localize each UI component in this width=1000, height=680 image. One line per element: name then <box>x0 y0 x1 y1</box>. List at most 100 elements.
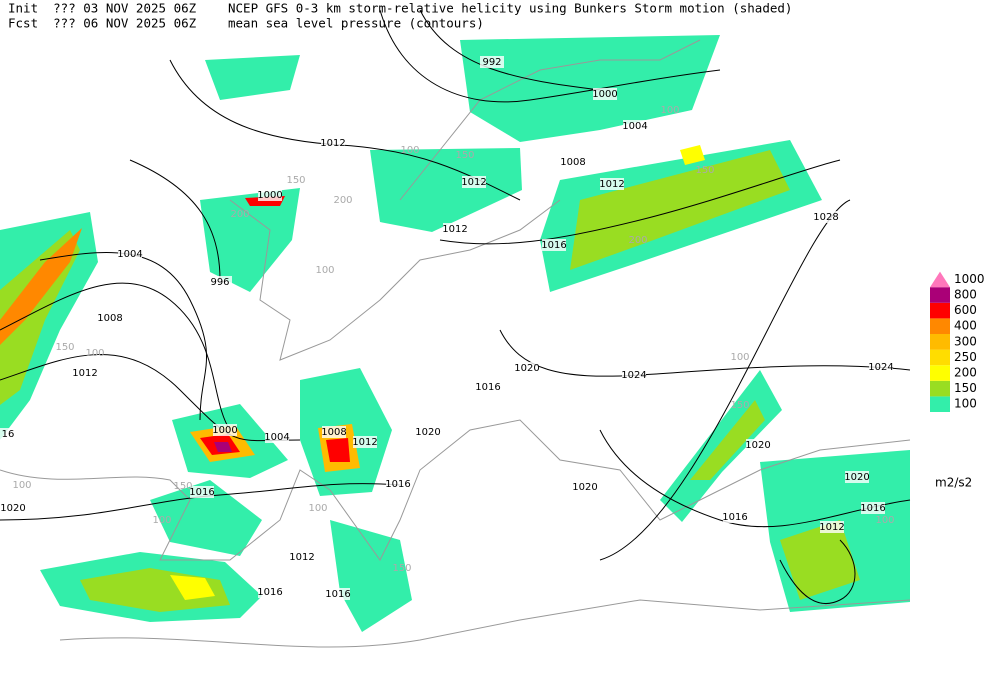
isobar-label: 1024 <box>621 370 646 381</box>
isobar-label: 1000 <box>212 425 237 436</box>
shading-label: 100 <box>400 145 419 156</box>
isobar-label: 1016 <box>189 487 214 498</box>
init-time: Init ??? 03 NOV 2025 06Z <box>8 1 197 16</box>
isobar-label: 1020 <box>844 472 869 483</box>
label-backdrop <box>321 137 345 149</box>
label-backdrop <box>98 312 122 324</box>
subtitle: mean sea level pressure (contours) <box>228 16 484 31</box>
label-backdrop <box>861 502 885 514</box>
shading <box>0 35 910 632</box>
shading-label: 200 <box>333 195 352 206</box>
label-backdrop <box>561 156 585 168</box>
label-backdrop <box>118 248 142 260</box>
label-backdrop <box>573 481 597 493</box>
label-backdrop <box>386 478 410 490</box>
shading-label: 100 <box>12 480 31 491</box>
isobar-label: 1016 <box>325 589 350 600</box>
label-backdrop <box>208 276 232 288</box>
shading-label: 100 <box>308 503 327 514</box>
shading-label: 100 <box>875 515 894 526</box>
isobar-label: 1016 <box>257 587 282 598</box>
legend-swatch <box>930 349 950 366</box>
label-backdrop <box>213 424 237 436</box>
label-backdrop <box>73 367 97 379</box>
legend-label: 600 <box>954 303 977 317</box>
isobar-label: 16 <box>2 429 15 440</box>
shading-label: 200 <box>628 235 647 246</box>
label-backdrop <box>622 369 646 381</box>
label-backdrop <box>600 178 624 190</box>
label-backdrop <box>480 56 504 68</box>
label-backdrop <box>869 361 893 373</box>
coastlines <box>0 39 911 648</box>
label-backdrop <box>0 428 20 440</box>
isobar-label: 1028 <box>813 212 838 223</box>
shading-label: 150 <box>173 481 192 492</box>
shading-label: 100 <box>730 352 749 363</box>
legend-label: 300 <box>954 334 977 348</box>
label-backdrop <box>290 551 314 563</box>
isobar-label: 1020 <box>514 363 539 374</box>
isobar-label: 1020 <box>415 427 440 438</box>
isobar-label: 1012 <box>819 522 844 533</box>
label-backdrop <box>322 426 346 438</box>
label-backdrop <box>353 436 377 448</box>
isobar-label: 1016 <box>722 512 747 523</box>
isobar-label: 1020 <box>0 503 25 514</box>
isobar-label: 1012 <box>320 138 345 149</box>
isobar-label: 1012 <box>442 224 467 235</box>
label-backdrop <box>326 588 350 600</box>
legend-label: 150 <box>954 381 977 395</box>
isobars <box>0 9 911 605</box>
label-backdrop <box>265 431 289 443</box>
isobar-label: 1000 <box>592 89 617 100</box>
isobar-label: 1008 <box>560 157 585 168</box>
isobar-label: 1004 <box>622 121 647 132</box>
isobar-label: 1020 <box>572 482 597 493</box>
label-backdrop <box>258 189 282 201</box>
shading-label: 100 <box>660 105 679 116</box>
isobar-label: 1012 <box>72 368 97 379</box>
title: NCEP GFS 0-3 km storm-relative helicity … <box>228 1 792 16</box>
isobar-label: 996 <box>210 277 229 288</box>
shading-label: 150 <box>55 342 74 353</box>
legend-swatch <box>930 380 950 397</box>
legend-swatch <box>930 287 950 303</box>
legend-label: 250 <box>954 350 977 364</box>
isobar-label: 1000 <box>257 190 282 201</box>
label-backdrop <box>723 511 747 523</box>
isobar-label: 1004 <box>264 432 289 443</box>
isobar-label: 1004 <box>117 249 142 260</box>
isobar-label: 1012 <box>352 437 377 448</box>
legend-label: 100 <box>954 397 977 411</box>
isobar-label: 1012 <box>289 552 314 563</box>
shading-label: 100 <box>315 265 334 276</box>
legend-swatch <box>930 318 950 334</box>
shading-label: 150 <box>695 165 714 176</box>
legend-swatch <box>930 334 950 350</box>
isobar-label: 1016 <box>385 479 410 490</box>
shading-label: 100 <box>85 348 104 359</box>
label-backdrop <box>416 426 440 438</box>
isobar-label: 1012 <box>599 179 624 190</box>
label-backdrop <box>814 211 838 223</box>
forecast-time: Fcst ??? 06 NOV 2025 06Z <box>8 16 197 31</box>
shading-label: 150 <box>455 150 474 161</box>
legend-swatch <box>930 302 950 319</box>
label-backdrop <box>443 223 467 235</box>
shading-label: 150 <box>730 400 749 411</box>
isobar-label: 1012 <box>461 177 486 188</box>
label-backdrop <box>190 486 214 498</box>
shading-label: 200 <box>230 209 249 220</box>
shading-label: 100 <box>152 515 171 526</box>
shading-label: 150 <box>392 563 411 574</box>
label-backdrop <box>1 502 25 514</box>
legend-label: 400 <box>954 319 977 333</box>
isobar-label: 1024 <box>868 362 893 373</box>
isobar-label: 1020 <box>745 440 770 451</box>
label-backdrop <box>462 176 486 188</box>
label-backdrop <box>258 586 282 598</box>
label-backdrop <box>476 381 500 393</box>
isobar-label: 1008 <box>97 313 122 324</box>
label-backdrop <box>820 521 844 533</box>
